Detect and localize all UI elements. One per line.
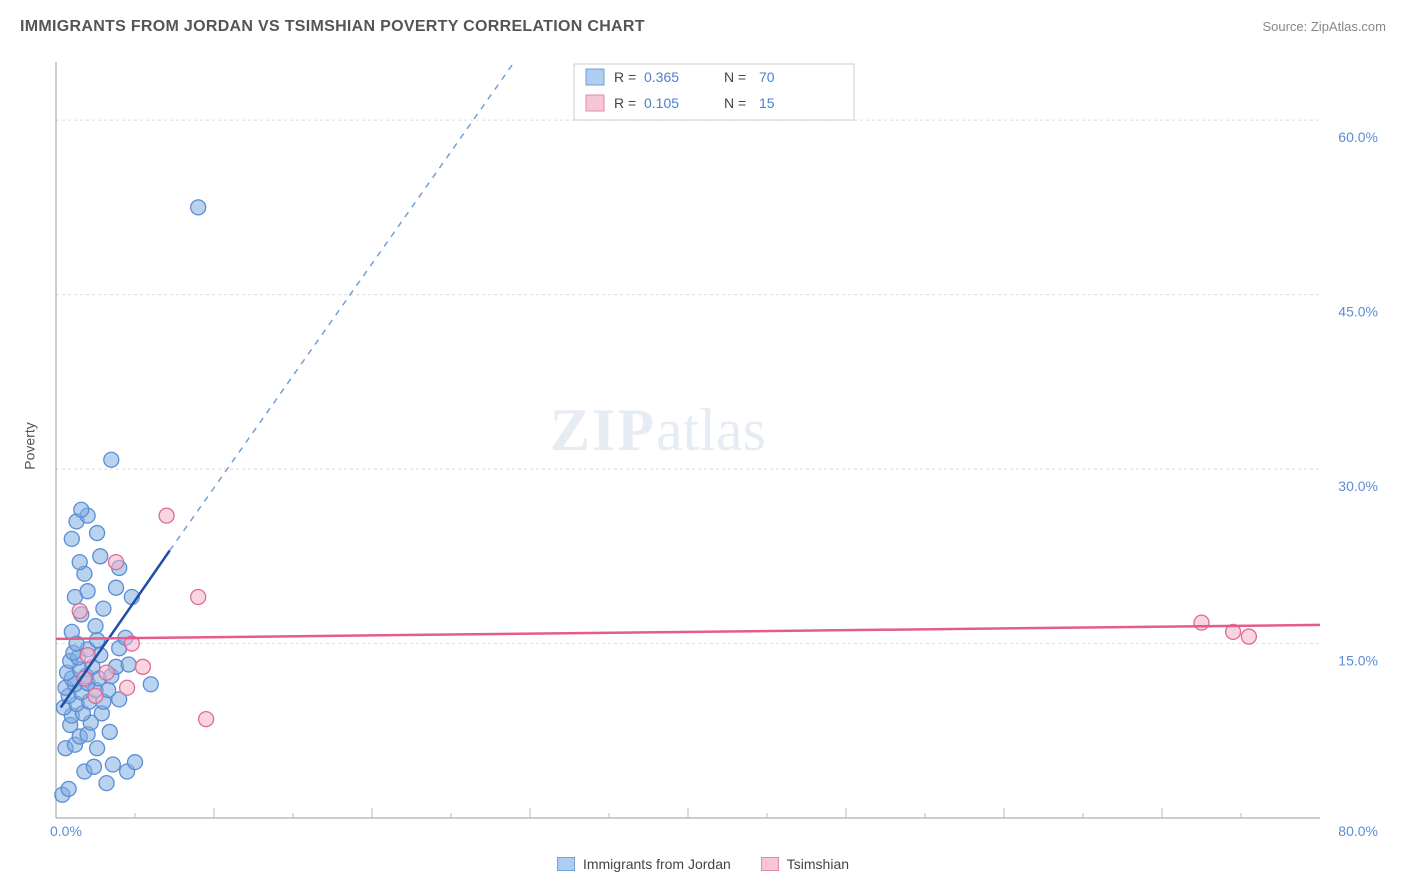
data-point bbox=[72, 603, 87, 618]
legend-swatch-blue bbox=[557, 857, 575, 871]
watermark: ZIPatlas bbox=[550, 397, 766, 463]
legend-label-tsimshian: Tsimshian bbox=[787, 856, 849, 872]
stats-r-value: 0.105 bbox=[644, 95, 679, 111]
data-point bbox=[90, 633, 105, 648]
y-tick-label: 30.0% bbox=[1338, 478, 1378, 494]
stats-n-label: N = bbox=[724, 95, 746, 111]
data-point bbox=[121, 657, 136, 672]
data-point bbox=[191, 590, 206, 605]
data-point bbox=[86, 759, 101, 774]
data-point bbox=[1194, 615, 1209, 630]
data-point bbox=[199, 712, 214, 727]
stats-r-label: R = bbox=[614, 95, 636, 111]
data-point bbox=[61, 781, 76, 796]
data-point bbox=[105, 757, 120, 772]
data-point bbox=[96, 601, 111, 616]
legend-item-tsimshian: Tsimshian bbox=[761, 856, 849, 872]
data-point bbox=[109, 580, 124, 595]
data-point bbox=[90, 741, 105, 756]
data-point bbox=[80, 584, 95, 599]
data-point bbox=[72, 555, 87, 570]
source-prefix: Source: bbox=[1262, 19, 1310, 34]
data-point bbox=[64, 624, 79, 639]
data-point bbox=[88, 688, 103, 703]
legend-item-jordan: Immigrants from Jordan bbox=[557, 856, 731, 872]
bottom-legend: Immigrants from Jordan Tsimshian bbox=[0, 856, 1406, 872]
data-point bbox=[109, 555, 124, 570]
data-point bbox=[99, 665, 114, 680]
x-max-label: 80.0% bbox=[1338, 823, 1378, 838]
stats-legend-swatch bbox=[586, 69, 604, 85]
legend-label-jordan: Immigrants from Jordan bbox=[583, 856, 731, 872]
source-attribution: Source: ZipAtlas.com bbox=[1262, 19, 1386, 34]
stats-n-value: 70 bbox=[759, 69, 775, 85]
scatter-chart: 15.0% 30.0% 45.0% 60.0% ZIPatlas R = 0.365 N =… bbox=[44, 50, 1392, 838]
data-point bbox=[128, 755, 143, 770]
chart-area: 15.0% 30.0% 45.0% 60.0% ZIPatlas R = 0.365 N =… bbox=[44, 50, 1392, 838]
data-point bbox=[74, 502, 89, 517]
data-point bbox=[191, 200, 206, 215]
stats-n-label: N = bbox=[724, 69, 746, 85]
y-tick-label: 15.0% bbox=[1338, 653, 1378, 669]
y-tick-label: 45.0% bbox=[1338, 304, 1378, 320]
y-axis-label: Poverty bbox=[22, 422, 38, 469]
data-point bbox=[90, 526, 105, 541]
data-point bbox=[99, 776, 114, 791]
stats-r-label: R = bbox=[614, 69, 636, 85]
data-point bbox=[143, 677, 158, 692]
source-link[interactable]: ZipAtlas.com bbox=[1311, 19, 1386, 34]
y-tick-label: 60.0% bbox=[1338, 129, 1378, 145]
data-point bbox=[64, 531, 79, 546]
chart-title: IMMIGRANTS FROM JORDAN VS TSIMSHIAN POVE… bbox=[20, 18, 645, 36]
data-point bbox=[159, 508, 174, 523]
stats-n-value: 15 bbox=[759, 95, 775, 111]
data-point bbox=[120, 680, 135, 695]
data-point bbox=[88, 619, 103, 634]
trendline-tsimshian bbox=[56, 625, 1320, 639]
data-point bbox=[104, 452, 119, 467]
data-point bbox=[1241, 629, 1256, 644]
x-origin-label: 0.0% bbox=[50, 823, 82, 838]
data-point bbox=[93, 549, 108, 564]
stats-legend-swatch bbox=[586, 95, 604, 111]
stats-r-value: 0.365 bbox=[644, 69, 679, 85]
data-point bbox=[102, 724, 117, 739]
trendline-jordan-extrapolated bbox=[170, 62, 514, 550]
data-point bbox=[135, 659, 150, 674]
legend-swatch-pink bbox=[761, 857, 779, 871]
